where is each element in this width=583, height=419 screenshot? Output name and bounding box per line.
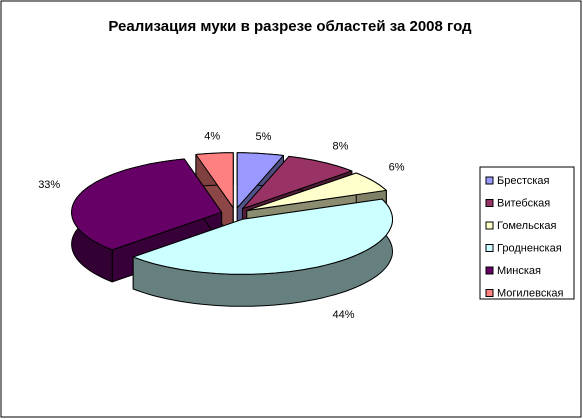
legend-swatch — [485, 221, 494, 230]
data-label: 6% — [389, 162, 405, 174]
data-label: 44% — [333, 309, 355, 321]
legend-label: Гомельская — [497, 220, 556, 232]
legend-label: Гродненская — [497, 242, 562, 254]
data-label: 8% — [333, 141, 349, 153]
slice-top — [132, 198, 393, 275]
chart-title: Реализация муки в разрезе областей за 20… — [108, 18, 472, 35]
slice-top — [195, 152, 234, 209]
legend-label: Брестская — [497, 175, 550, 187]
legend-box — [479, 166, 575, 300]
slice-top — [242, 155, 353, 210]
data-label: 4% — [204, 131, 220, 143]
legend-label: Могилевская — [497, 287, 563, 299]
slice-top — [71, 158, 223, 251]
data-label: 5% — [256, 131, 272, 143]
legend-label: Витебская — [497, 197, 550, 209]
legend-swatch — [485, 199, 494, 207]
slice-top — [236, 152, 284, 209]
legend-swatch — [485, 266, 494, 275]
legend: Брестская Витебская Гомельская Гродненская М… — [485, 175, 563, 299]
legend-label: Минская — [497, 265, 541, 277]
legend-swatch — [485, 244, 494, 252]
legend-swatch — [485, 289, 494, 297]
data-label: 33% — [38, 179, 60, 191]
legend-swatch — [485, 176, 494, 185]
pie: 5% 8% 6% 44% 33% 4% — [38, 131, 405, 322]
slice-top — [246, 172, 387, 212]
